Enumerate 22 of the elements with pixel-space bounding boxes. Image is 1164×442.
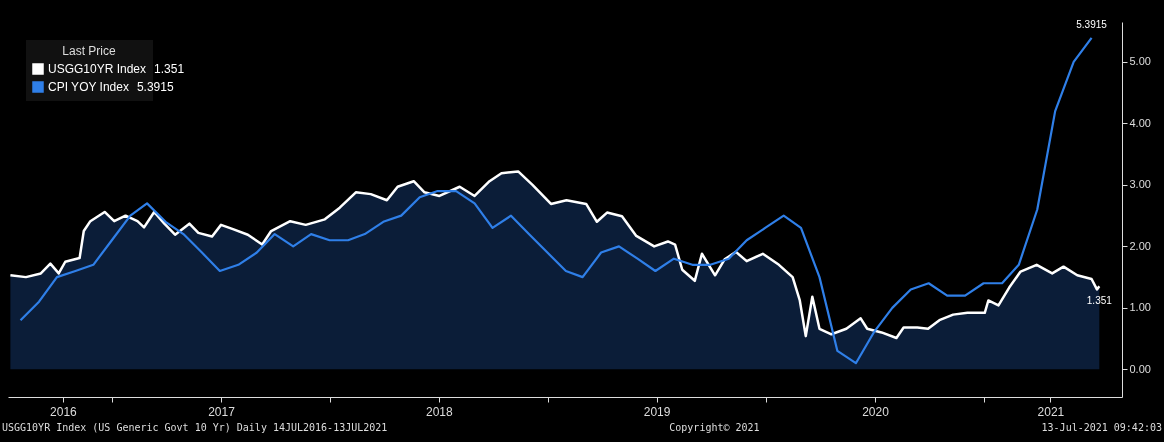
x-tick-label: 2016 <box>50 404 78 419</box>
y-tick-label: 2.00 <box>1129 239 1151 252</box>
x-tick-label: 2017 <box>208 404 236 419</box>
y-tick-label: 4.00 <box>1129 116 1151 129</box>
data-label: 5.3915 <box>1076 18 1108 30</box>
y-tick-label: 5.00 <box>1129 55 1151 68</box>
x-tick-label: 2021 <box>1037 404 1065 419</box>
x-tick-label: 2019 <box>643 404 671 419</box>
text: 5.3915 <box>136 80 174 94</box>
text: USGG10YR Index (US Generic Govt 10 Yr) Daily 14JUL2016-13JUL2021 <box>2 422 388 433</box>
x-tick-label: 2018 <box>425 404 453 419</box>
y-tick-label: 3.00 <box>1129 178 1151 191</box>
text: 13-Jul-2021 09:42:03 <box>1041 422 1162 433</box>
text: Copyright© 2021 <box>669 422 760 433</box>
x-tick-label: 2020 <box>862 404 890 419</box>
legend-label: CPI YOY Index <box>48 80 129 94</box>
y-tick-label: 0.00 <box>1129 362 1151 375</box>
legend-title: Last Price <box>62 44 116 58</box>
legend-label: USGG10YR Index <box>48 62 147 76</box>
text: 1.351 <box>154 62 185 76</box>
data-label: 1.351 <box>1086 295 1113 307</box>
y-tick-label: 1.00 <box>1129 301 1151 314</box>
